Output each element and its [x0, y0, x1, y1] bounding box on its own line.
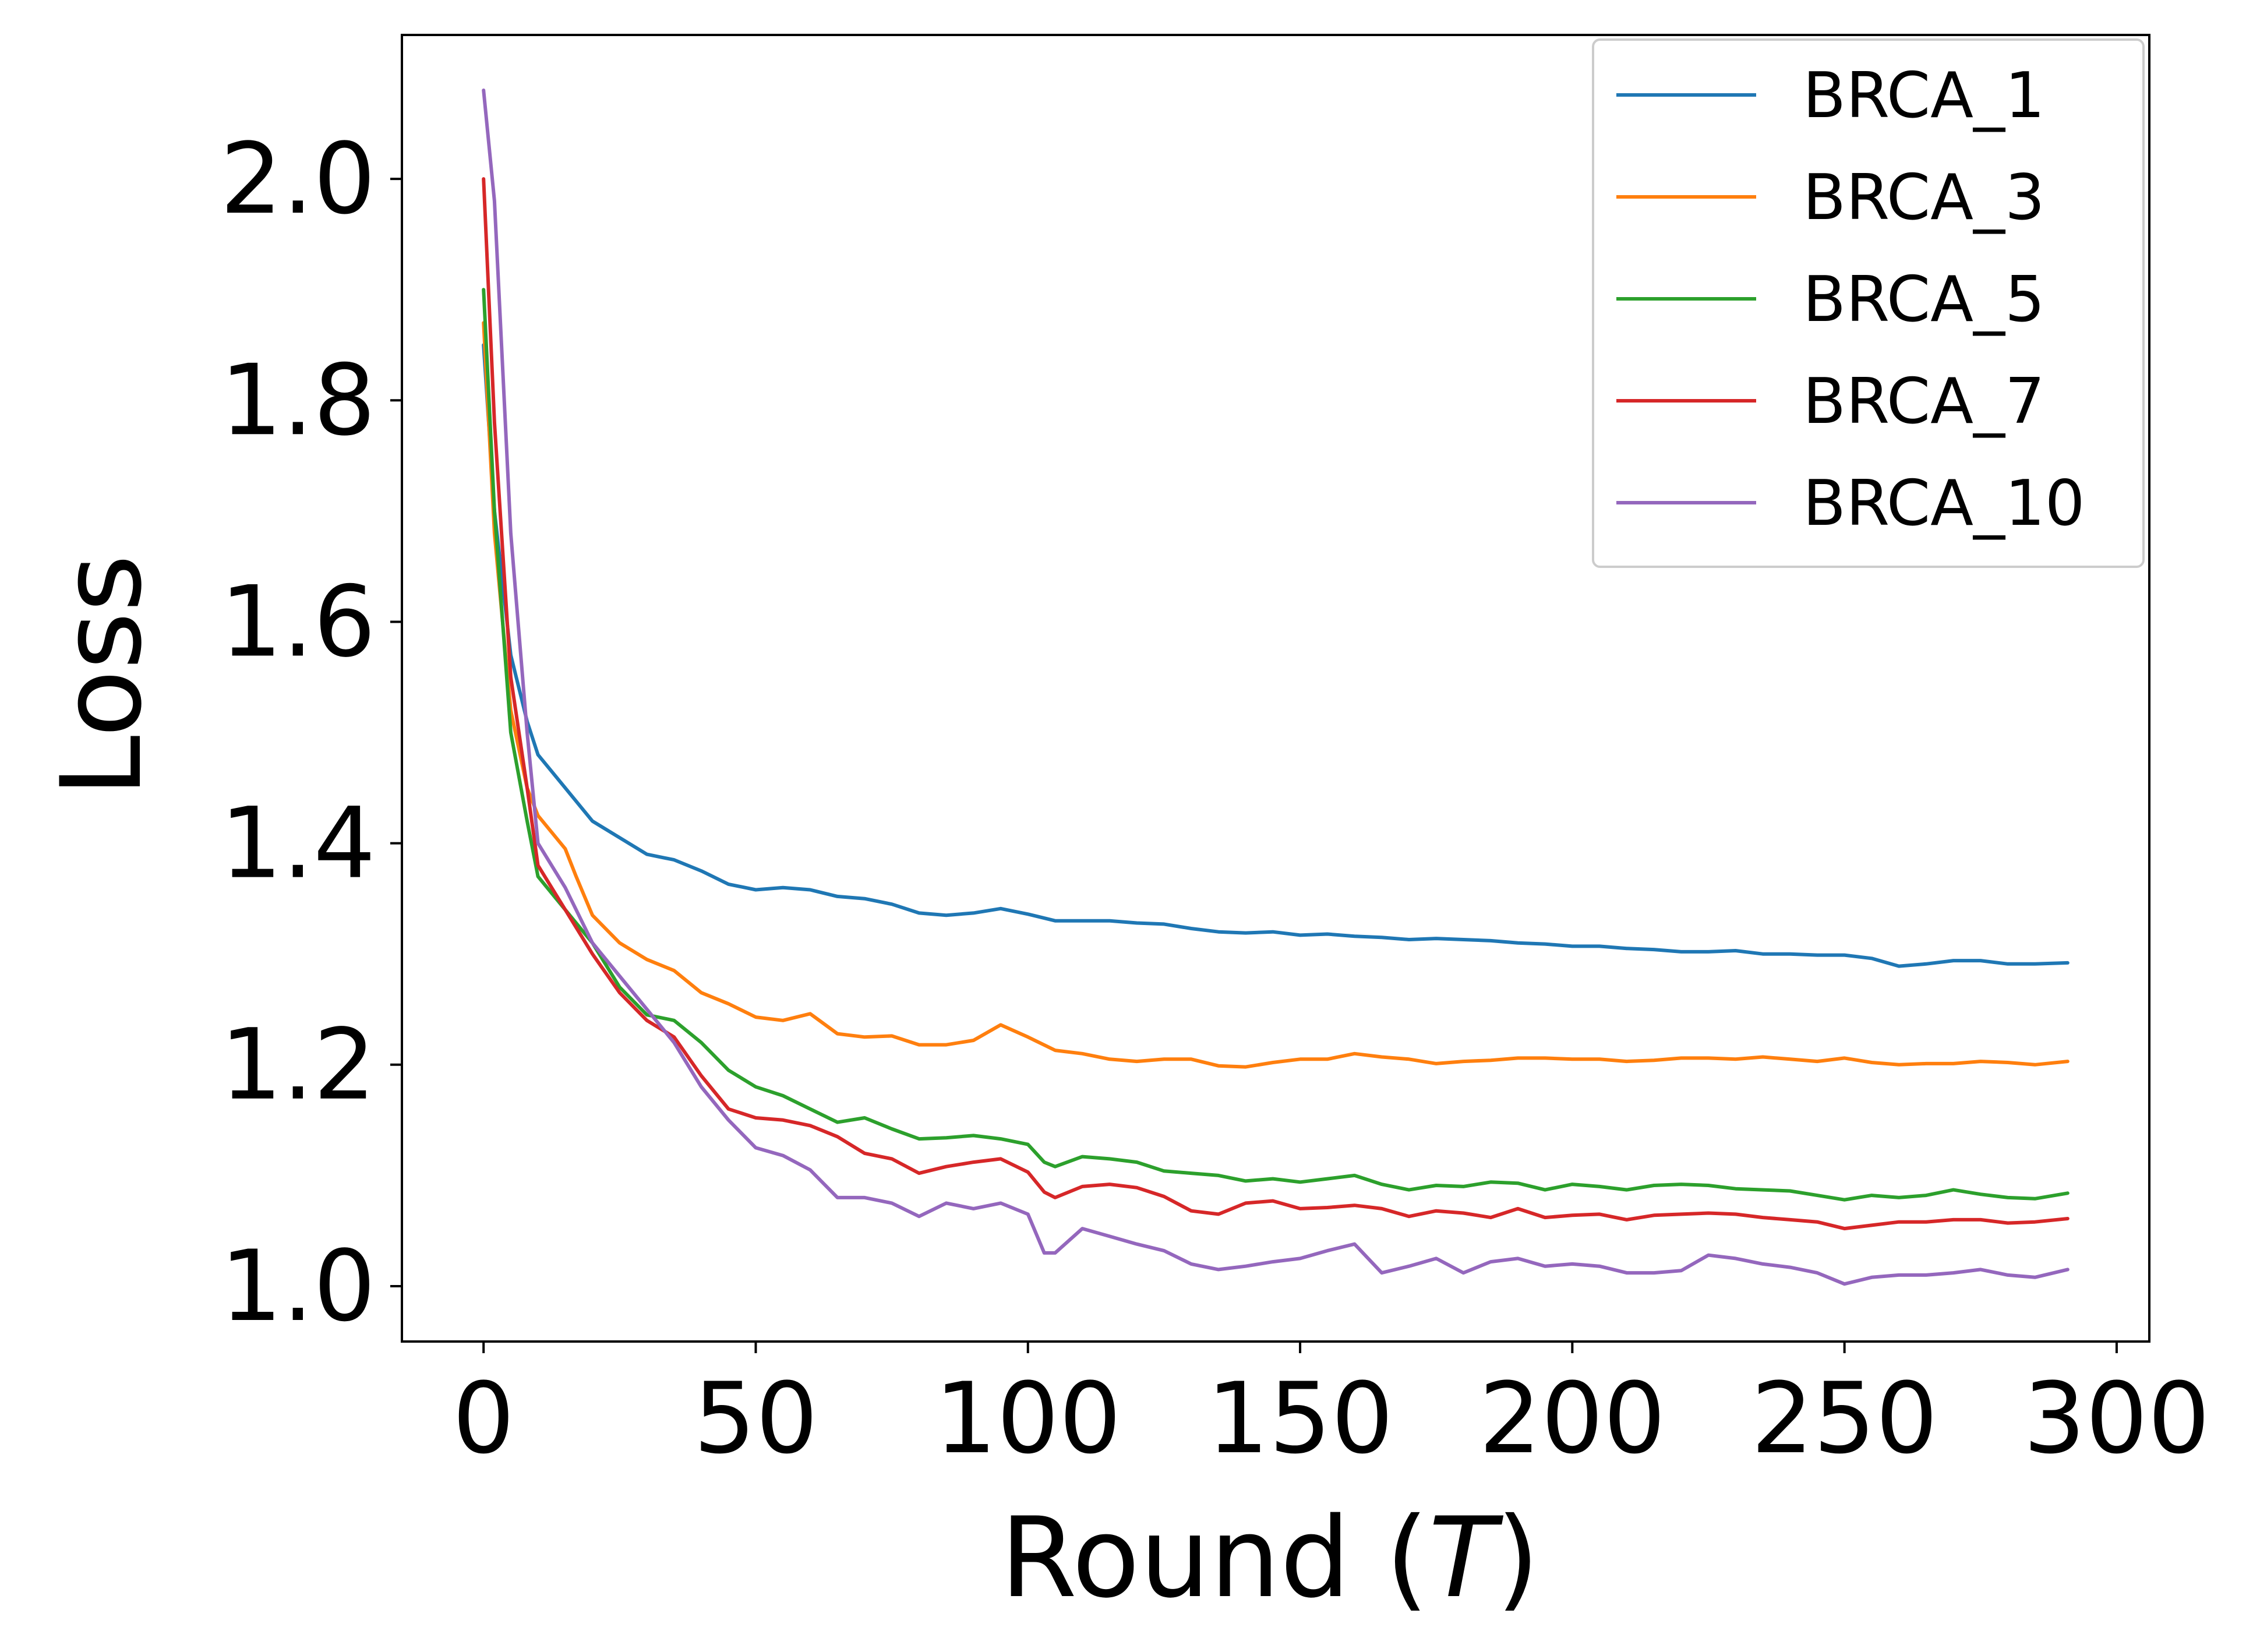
legend-label: BRCA_1 [1803, 59, 2045, 132]
y-tick-label: 1.4 [220, 786, 376, 901]
x-tick-label: 300 [2024, 1361, 2210, 1475]
series-line-brca-1 [482, 343, 2070, 968]
legend-label: BRCA_3 [1803, 161, 2045, 234]
y-tick-label: 1.2 [220, 1008, 376, 1122]
legend: BRCA_1 BRCA_3 BRCA_5 BRCA_7 BRCA_10 [1592, 38, 2145, 568]
y-tick-label: 2.0 [220, 122, 376, 236]
x-tick-label: 100 [934, 1361, 1121, 1475]
x-axis-title: Round (T) [1000, 1494, 1539, 1622]
plot-frame [401, 34, 2150, 1343]
y-tick-label: 1.0 [220, 1229, 376, 1343]
x-tick-label: 150 [1207, 1361, 1394, 1475]
x-axis-title-close: ) [1496, 1494, 1539, 1622]
x-tick-label: 200 [1479, 1361, 1666, 1475]
y-axis-title: Loss [37, 555, 166, 797]
series-layer [482, 89, 2070, 1286]
legend-label: BRCA_10 [1803, 467, 2085, 540]
legend-label: BRCA_5 [1803, 263, 2045, 336]
series-line-brca-10 [482, 89, 2070, 1286]
x-tick-label: 0 [453, 1361, 515, 1475]
axes-layer: 0 50 100 150 200 250 300 1.0 1.2 1.4 1.6 1.8 2.0 [220, 34, 2210, 1475]
legend-label: BRCA_7 [1803, 365, 2045, 438]
x-tick-label: 50 [694, 1361, 818, 1475]
x-axis-title-text: Round ( [1000, 1494, 1429, 1622]
series-line-brca-5 [482, 288, 2070, 1202]
series-line-brca-7 [482, 177, 2070, 1231]
x-tick-label: 250 [1751, 1361, 1938, 1475]
legend-box [1592, 38, 2145, 568]
x-axis-title-variable: T [1429, 1494, 1504, 1622]
y-tick-label: 1.8 [220, 343, 376, 457]
series-line-brca-3 [482, 321, 2070, 1069]
y-tick-label: 1.6 [220, 564, 376, 679]
